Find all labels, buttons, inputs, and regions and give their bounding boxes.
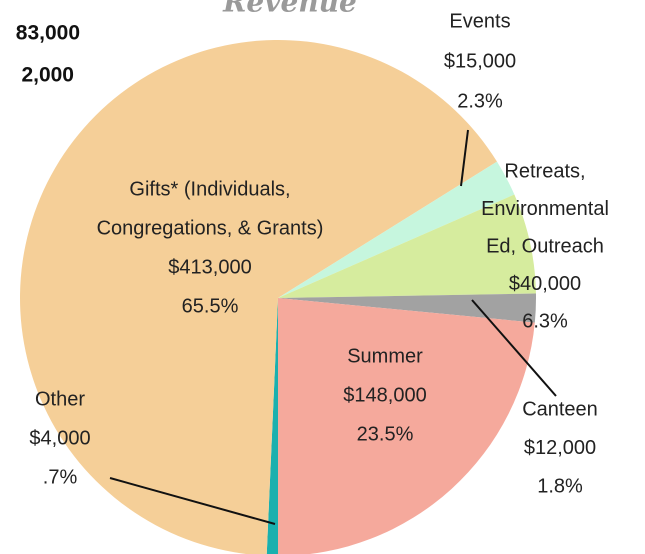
slice-name: Ed, Outreach — [486, 235, 604, 257]
slice-amount: $15,000 — [444, 50, 516, 72]
slice-name: Environmental — [481, 198, 609, 220]
pie-slice — [278, 298, 535, 554]
slice-percent: .7% — [43, 466, 78, 488]
slice-name: Canteen — [522, 398, 598, 420]
leader-line — [460, 129, 469, 187]
slice-percent: 23.5% — [357, 423, 414, 445]
slice-name: Other — [35, 388, 85, 410]
leader-line — [471, 299, 557, 397]
pie-slice — [266, 298, 278, 554]
pie-slice — [278, 194, 536, 298]
slice-amount: $413,000 — [168, 256, 251, 278]
slice-name: Summer — [347, 345, 423, 367]
slice-amount: $12,000 — [524, 437, 596, 459]
pie-slice — [20, 40, 497, 554]
slice-percent: 1.8% — [537, 475, 583, 497]
labels: Other $4,000 .7% Gifts* (Individuals, Congre… — [29, 10, 609, 525]
slice-percent: 2.3% — [457, 90, 503, 112]
slice-name: Gifts* (Individuals, — [129, 178, 290, 200]
slice-name: Retreats, — [504, 160, 585, 182]
pie-slice — [278, 161, 515, 298]
slice-amount: $4,000 — [29, 427, 90, 449]
slice-name: Events — [449, 10, 510, 32]
slice-amount: $148,000 — [343, 384, 426, 406]
pie — [20, 40, 536, 554]
annotation: 83,000 — [16, 22, 80, 45]
slice-amount: $40,000 — [509, 273, 581, 295]
slice-percent: 6.3% — [522, 310, 568, 332]
slice-name: Congregations, & Grants) — [97, 217, 324, 239]
chart-title: Revenue — [222, 0, 357, 19]
annotation: 2,000 — [21, 64, 74, 87]
slice-percent: 65.5% — [182, 295, 239, 317]
leader-line — [109, 477, 276, 525]
